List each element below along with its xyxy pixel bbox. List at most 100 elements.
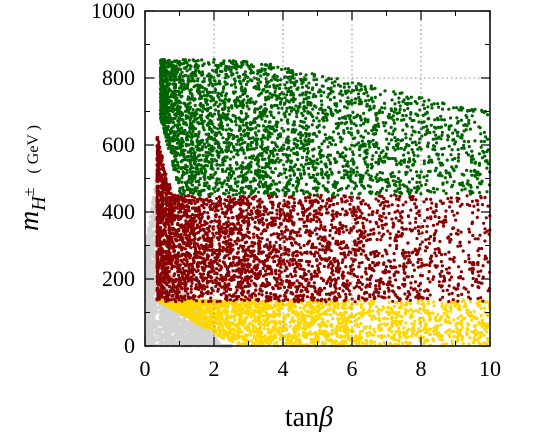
data-point	[432, 300, 436, 304]
data-point	[318, 332, 322, 336]
data-point	[172, 339, 176, 344]
data-point	[166, 325, 170, 330]
data-point	[297, 323, 301, 327]
data-point	[385, 322, 389, 326]
data-point	[472, 332, 477, 336]
data-point	[360, 314, 364, 318]
data-point	[217, 329, 221, 333]
data-point	[397, 326, 401, 330]
data-point	[462, 304, 467, 309]
data-point	[328, 323, 332, 328]
data-point	[262, 305, 266, 309]
data-point	[149, 295, 154, 299]
data-point	[369, 339, 373, 343]
data-point	[188, 321, 192, 325]
data-point	[210, 327, 214, 331]
data-point	[258, 314, 262, 318]
data-point	[459, 319, 463, 323]
data-point	[472, 324, 476, 329]
data-point	[208, 334, 212, 338]
data-point	[361, 341, 365, 345]
data-point	[239, 308, 243, 312]
data-point	[151, 218, 155, 222]
data-point	[290, 318, 294, 322]
data-point	[389, 342, 393, 346]
data-point	[189, 326, 193, 330]
data-point	[249, 339, 254, 343]
data-point	[162, 318, 167, 322]
data-point	[151, 282, 155, 286]
data-point	[279, 334, 283, 338]
data-point	[236, 330, 240, 334]
data-point	[457, 306, 461, 310]
data-point	[152, 232, 156, 236]
data-point	[473, 338, 477, 342]
data-point	[187, 307, 191, 311]
data-point	[371, 309, 375, 313]
data-point	[271, 325, 275, 329]
data-point	[205, 310, 209, 314]
data-point	[185, 301, 189, 305]
data-point	[217, 326, 221, 330]
data-point	[152, 264, 156, 268]
data-point	[463, 316, 467, 320]
data-point	[284, 327, 289, 331]
data-point	[258, 338, 262, 343]
data-point	[411, 326, 415, 330]
data-point	[359, 252, 363, 256]
data-point	[447, 320, 451, 324]
data-point	[195, 342, 199, 346]
data-point	[397, 339, 401, 343]
data-point	[336, 306, 340, 310]
data-point	[440, 315, 444, 319]
data-point	[436, 312, 440, 316]
data-point	[465, 310, 469, 315]
data-point	[370, 317, 374, 321]
data-point	[244, 311, 248, 315]
data-point	[183, 312, 187, 316]
data-point	[206, 332, 210, 336]
data-point	[248, 330, 252, 334]
data-point	[404, 321, 408, 325]
data-point	[210, 309, 214, 313]
data-point	[283, 322, 287, 326]
data-point	[355, 336, 359, 340]
data-point	[229, 301, 233, 305]
data-point	[195, 315, 199, 319]
data-point	[152, 337, 156, 341]
data-point	[455, 321, 459, 325]
data-point	[298, 306, 302, 310]
data-point	[202, 308, 206, 312]
data-point	[479, 314, 483, 318]
data-point	[297, 312, 301, 316]
data-point	[468, 311, 472, 315]
data-point	[192, 334, 196, 338]
data-point	[247, 303, 251, 307]
data-point	[393, 337, 397, 341]
data-point	[445, 314, 449, 318]
data-point	[286, 312, 290, 316]
data-point	[426, 302, 430, 306]
data-point	[262, 307, 266, 312]
data-point	[336, 325, 340, 329]
data-point	[263, 323, 267, 327]
data-point	[202, 339, 206, 343]
data-point	[465, 333, 469, 337]
data-point	[172, 320, 176, 324]
data-point	[346, 334, 350, 338]
data-point	[199, 322, 203, 326]
data-point	[190, 300, 194, 305]
data-point	[393, 312, 397, 316]
data-point	[456, 302, 460, 306]
data-point	[297, 338, 301, 342]
data-point	[243, 326, 247, 330]
data-point	[283, 314, 287, 318]
data-point	[273, 321, 277, 325]
data-point	[480, 318, 484, 322]
data-point	[432, 304, 436, 308]
data-point	[231, 332, 235, 336]
data-point	[156, 332, 160, 336]
data-point	[411, 310, 415, 314]
data-point	[223, 304, 227, 308]
data-point	[387, 300, 391, 305]
